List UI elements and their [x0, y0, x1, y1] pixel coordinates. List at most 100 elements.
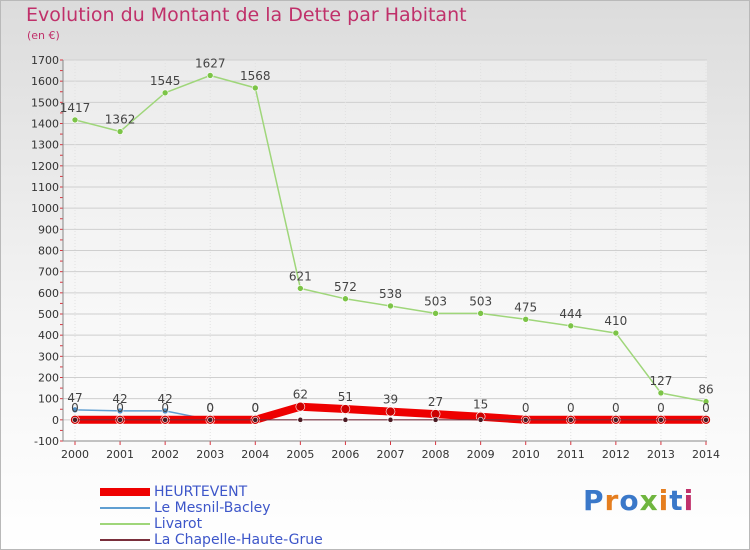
- logo-letter: i: [658, 484, 670, 517]
- data-point-livarot: [522, 315, 530, 323]
- x-tick-label: 2006: [331, 448, 359, 461]
- y-tick-label: 700: [38, 266, 59, 279]
- data-point-la-chapelle-haute-grue: [477, 416, 484, 423]
- logo-letter: x: [639, 484, 659, 517]
- data-label-livarot: 1417: [60, 101, 91, 115]
- data-point-livarot: [161, 89, 169, 97]
- legend-swatch: [100, 539, 150, 541]
- x-tick-label: 2012: [602, 448, 630, 461]
- data-point-livarot: [206, 72, 214, 79]
- data-point-la-chapelle-haute-grue: [432, 416, 439, 423]
- data-label-livarot: 410: [604, 314, 627, 328]
- logo-letter: P: [583, 484, 605, 517]
- y-tick-label: 100: [38, 393, 59, 406]
- data-point-la-chapelle-haute-grue: [612, 416, 619, 423]
- data-label-heurtevent: 0: [161, 401, 169, 415]
- y-tick-label: 1100: [31, 181, 59, 194]
- data-label-heurtevent: 0: [251, 401, 259, 415]
- data-label-livarot: 475: [514, 300, 537, 314]
- y-tick-label: 300: [38, 350, 59, 363]
- data-point-le-mesnil-bacley: [116, 407, 124, 415]
- data-label-livarot: 621: [289, 269, 312, 283]
- data-label-livarot: 1568: [240, 69, 271, 83]
- data-point-la-chapelle-haute-grue: [162, 416, 169, 423]
- legend-label: HEURTEVENT: [154, 484, 248, 500]
- data-point-la-chapelle-haute-grue: [342, 416, 349, 423]
- x-tick-label: 2002: [151, 448, 179, 461]
- data-label-le-mesnil-bacley: 0: [206, 401, 214, 415]
- data-label-le-mesnil-bacley: 0: [251, 401, 259, 415]
- y-tick-label: 1400: [31, 118, 59, 131]
- x-tick-label: 2003: [196, 448, 224, 461]
- legend-label: Le Mesnil-Bacley: [154, 500, 271, 516]
- y-tick-label: 0: [52, 414, 59, 427]
- logo-letter: r: [604, 484, 620, 517]
- legend-swatch: [100, 523, 150, 525]
- data-point-la-chapelle-haute-grue: [567, 416, 574, 423]
- x-tick-label: 2000: [61, 448, 89, 461]
- legend-item: Livarot: [100, 516, 400, 532]
- data-point-livarot: [567, 322, 575, 330]
- data-label-le-mesnil-bacley: 42: [112, 392, 127, 406]
- data-label-livarot: 1362: [105, 113, 136, 127]
- data-point-livarot: [342, 295, 349, 303]
- data-point-la-chapelle-haute-grue: [703, 416, 709, 423]
- data-point-heurtevent: [340, 404, 351, 414]
- data-label-livarot: 444: [559, 307, 582, 321]
- data-label-heurtevent: 0: [567, 401, 575, 415]
- x-tick-label: 2008: [422, 448, 450, 461]
- data-label-livarot: 127: [649, 374, 672, 388]
- data-point-livarot: [702, 398, 710, 405]
- data-label-heurtevent: 0: [71, 401, 79, 415]
- logo-letter: o: [619, 484, 640, 517]
- data-point-la-chapelle-haute-grue: [252, 416, 259, 423]
- legend-swatch: [100, 507, 150, 509]
- data-point-la-chapelle-haute-grue: [387, 416, 394, 423]
- data-point-la-chapelle-haute-grue: [117, 416, 123, 423]
- data-point-la-chapelle-haute-grue: [207, 416, 214, 423]
- data-label-livarot: 86: [698, 383, 713, 397]
- data-point-la-chapelle-haute-grue: [72, 416, 78, 423]
- y-tick-label: 1200: [31, 160, 59, 173]
- data-label-livarot: 1545: [150, 74, 181, 88]
- legend-item: La Chapelle-Haute-Grue: [100, 532, 400, 548]
- y-tick-label: 200: [38, 372, 59, 385]
- data-label-heurtevent: 39: [383, 393, 398, 407]
- data-point-le-mesnil-bacley: [71, 406, 79, 414]
- data-point-la-chapelle-haute-grue: [522, 416, 529, 423]
- data-label-heurtevent: 0: [702, 401, 710, 415]
- data-label-livarot: 572: [334, 280, 357, 294]
- data-point-la-chapelle-haute-grue: [297, 416, 304, 423]
- legend-item: Le Mesnil-Bacley: [100, 500, 400, 516]
- x-tick-label: 2011: [557, 448, 585, 461]
- legend-item: HEURTEVENT: [100, 484, 400, 500]
- y-tick-label: 1700: [31, 54, 59, 67]
- logo-letter: i: [683, 484, 695, 517]
- x-tick-label: 2005: [286, 448, 314, 461]
- x-tick-label: 2001: [106, 448, 134, 461]
- y-tick-label: -100: [34, 435, 59, 448]
- data-point-livarot: [432, 310, 439, 317]
- x-tick-label: 2009: [467, 448, 495, 461]
- data-point-livarot: [71, 116, 79, 124]
- y-tick-label: 1000: [31, 202, 59, 215]
- y-tick-label: 1500: [31, 96, 59, 109]
- data-point-livarot: [116, 128, 124, 135]
- data-label-livarot: 538: [379, 287, 402, 301]
- data-label-heurtevent: 0: [206, 401, 214, 415]
- data-label-heurtevent: 62: [293, 388, 308, 402]
- y-tick-label: 800: [38, 245, 59, 258]
- y-tick-label: 500: [38, 308, 59, 321]
- y-tick-label: 1600: [31, 75, 59, 88]
- chart-title: Evolution du Montant de la Dette par Hab…: [26, 4, 467, 26]
- data-point-livarot: [612, 329, 620, 337]
- x-tick-label: 2010: [512, 448, 540, 461]
- data-point-livarot: [477, 310, 484, 317]
- legend-label: La Chapelle-Haute-Grue: [154, 532, 323, 548]
- data-point-heurtevent: [295, 401, 306, 412]
- chart-subtitle: (en €): [27, 29, 60, 42]
- data-label-heurtevent: 0: [657, 401, 665, 415]
- x-tick-label: 2004: [241, 448, 269, 461]
